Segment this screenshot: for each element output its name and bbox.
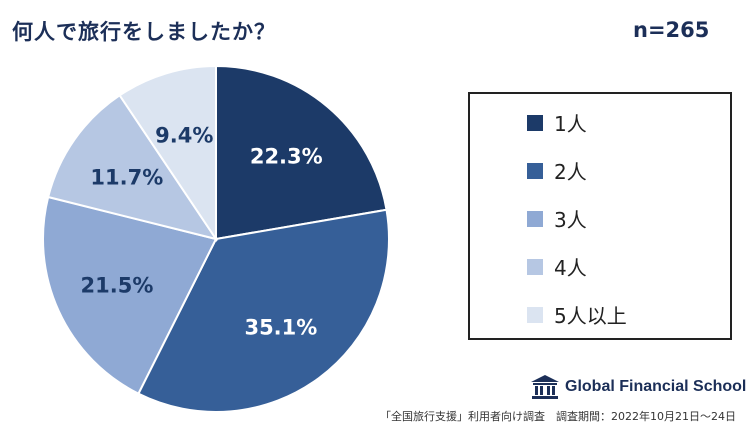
- sample-size: n=265: [633, 18, 710, 42]
- legend-swatch-2: [527, 162, 543, 179]
- chart-title: 何人で旅行をしましたか？: [12, 20, 276, 44]
- legend-label-3: 3人: [554, 208, 587, 232]
- pie-slice-2: [137, 208, 390, 413]
- legend-label-5: 5人以上: [554, 304, 627, 328]
- legend-item-4: 4人: [527, 252, 587, 281]
- legend-swatch-4: [527, 258, 543, 275]
- slice-label-5: 9.4%: [155, 124, 213, 148]
- logo: Global Financial School: [530, 374, 746, 400]
- legend-item-3: 3人: [527, 204, 587, 233]
- slice-label-2: 35.1%: [244, 316, 317, 340]
- pie-slice-5: [118, 64, 217, 243]
- slice-label-4: 11.7%: [90, 165, 163, 189]
- legend-item-5: 5人以上: [527, 300, 627, 329]
- slice-label-1: 22.3%: [250, 145, 323, 169]
- legend: 1人 2人 3人 4人 5人以上: [468, 92, 732, 340]
- legend-label-1: 1人: [554, 112, 587, 136]
- legend-swatch-3: [527, 210, 543, 227]
- pie-slice-1: [215, 64, 388, 241]
- school-building-icon: [531, 375, 559, 399]
- legend-item-1: 1人: [527, 108, 587, 137]
- legend-swatch-5: [527, 306, 543, 323]
- legend-label-2: 2人: [554, 160, 587, 184]
- pie-slice-4: [46, 93, 219, 241]
- pie-slice-3: [42, 195, 218, 395]
- logo-text: Global Financial School: [565, 378, 747, 395]
- legend-label-4: 4人: [554, 256, 587, 280]
- legend-item-2: 2人: [527, 156, 587, 185]
- legend-swatch-1: [527, 114, 543, 131]
- slice-label-3: 21.5%: [81, 273, 154, 297]
- footnote: 「全国旅行支援」利用者向け調査 調査期間：2022年10月21日〜24日: [380, 410, 736, 423]
